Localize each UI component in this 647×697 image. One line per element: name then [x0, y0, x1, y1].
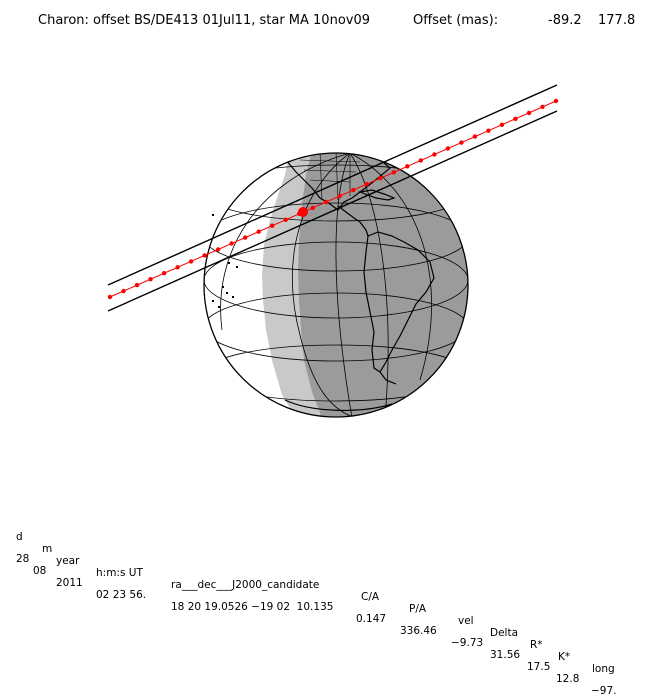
val-month: 08: [33, 565, 47, 577]
val-rstar: 17.5: [527, 661, 551, 673]
hdr-delta: Delta: [490, 627, 519, 639]
coastlines: [284, 153, 435, 411]
caribbean-outline: [357, 189, 396, 201]
track-dot: [499, 122, 505, 128]
pacific-islands: [212, 214, 238, 308]
track-dot: [472, 134, 478, 139]
val-radec: 18 20 19.0526 −19 02 10.135: [171, 601, 334, 613]
val-kstar: 12.8: [556, 673, 580, 685]
graticule: [204, 153, 468, 417]
south-america-outline: [363, 231, 435, 373]
val-pa: 336.46: [400, 625, 437, 637]
track-dot: [553, 98, 559, 104]
track-dot: [148, 277, 153, 282]
track-dot: [121, 288, 126, 294]
track-dot: [202, 253, 207, 258]
offset-label: Offset (mas):: [413, 13, 499, 28]
center-track: [107, 98, 559, 300]
shadow-limit-south: [107, 110, 558, 312]
track-dot: [405, 164, 410, 169]
track-dot: [215, 247, 221, 252]
state-borders: [299, 153, 361, 201]
hdr-rstar: R*: [530, 639, 543, 651]
track-dot: [378, 176, 383, 181]
val-day: 28: [16, 553, 30, 565]
track-dot: [310, 205, 315, 211]
val-ca: 0.147: [356, 613, 387, 625]
track-dot: [256, 229, 261, 234]
hdr-long: long: [592, 663, 615, 675]
table-value-row: 28 08 2011 02 23 56. 18 20 19.0526 −19 0…: [16, 541, 617, 697]
hdr-radec: ra___dec___J2000_candidate: [171, 579, 320, 591]
track-dot: [134, 282, 140, 288]
track-dot: [445, 146, 451, 151]
globe-shading: [204, 153, 468, 417]
track-dot: [283, 217, 288, 222]
title-text: Charon: offset BS/DE413 01Jul11, star MA…: [38, 13, 371, 28]
track-dot: [486, 128, 491, 133]
val-delta: 31.56: [490, 649, 521, 661]
tierra-del-fuego-outline: [379, 371, 397, 385]
hdr-kstar: K*: [558, 651, 571, 663]
val-long: −97.: [591, 685, 617, 697]
hdr-day: d: [16, 531, 23, 543]
track-dot: [270, 223, 275, 228]
track-dot: [175, 265, 180, 270]
track-dot: [432, 152, 437, 157]
central-america-outline: [337, 205, 369, 237]
track-dot: [351, 187, 356, 193]
track-dot: [540, 104, 545, 110]
hdr-year: year: [56, 555, 80, 567]
hdr-time: h:m:s UT: [96, 567, 143, 579]
hdr-month: m: [42, 543, 53, 555]
plot-title: Charon: offset BS/DE413 01Jul11, star MA…: [38, 13, 635, 88]
closest-approach-dot: [298, 207, 308, 217]
north-america-outline: [285, 153, 391, 211]
center-track-line: [109, 100, 557, 298]
offset-dec-value: 177.8: [598, 13, 636, 28]
hdr-vel: vel: [458, 615, 474, 627]
track-dot: [391, 170, 396, 175]
val-time: 02 23 56.: [96, 589, 147, 601]
hdr-pa: P/A: [409, 603, 427, 615]
offset-ra-value: -89.2: [548, 13, 582, 28]
track-dot: [107, 294, 113, 300]
track-dot: [418, 158, 423, 163]
track-dot: [161, 271, 167, 276]
hdr-ca: C/A: [361, 591, 380, 603]
track-dot: [229, 241, 234, 246]
track-dot: [324, 199, 329, 205]
val-vel: −9.73: [451, 637, 484, 649]
track-dot: [337, 193, 342, 199]
shadow-limit-north: [107, 84, 558, 286]
track-dot: [526, 110, 532, 116]
track-dot: [188, 259, 194, 264]
track-dot: [243, 235, 248, 240]
track-dot: [364, 182, 369, 187]
occultation-map: [107, 84, 559, 418]
track-dot: [459, 140, 464, 145]
val-year: 2011: [56, 577, 83, 589]
globe-outline: [203, 152, 469, 418]
track-dot: [513, 116, 518, 122]
antarctica-outline: [284, 399, 393, 411]
